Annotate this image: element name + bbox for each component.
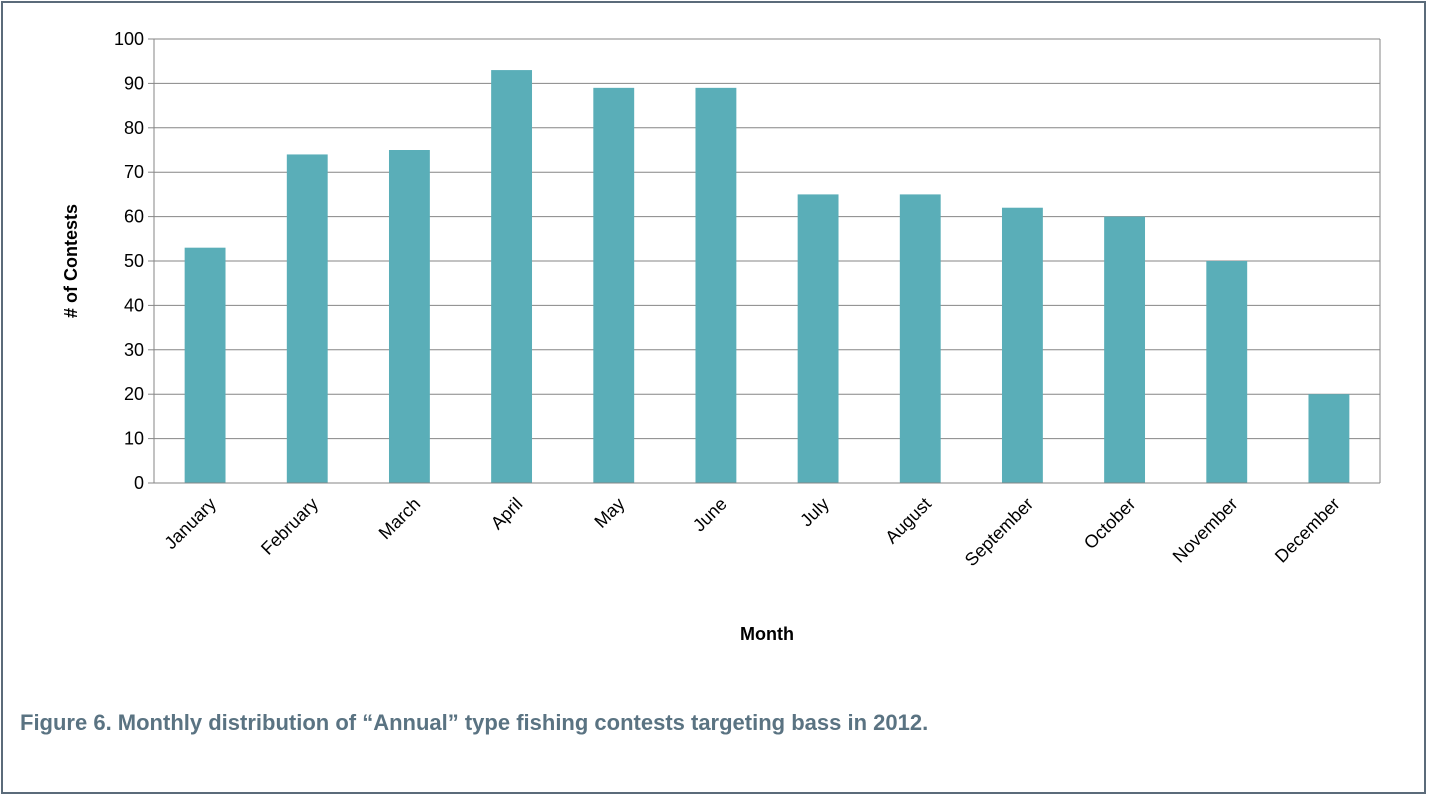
y-tick-label: 60 — [124, 207, 144, 227]
bar-march — [388, 150, 430, 483]
x-tick-label: June — [689, 494, 731, 536]
y-tick-label: 90 — [124, 73, 144, 93]
figure-caption: Figure 6. Monthly distribution of “Annua… — [20, 710, 929, 735]
bar-july — [797, 194, 839, 483]
bars — [184, 70, 1350, 483]
bar-december — [1308, 394, 1350, 483]
bar-august — [899, 194, 941, 483]
bar-april — [491, 70, 533, 483]
x-tick-label: December — [1271, 494, 1344, 567]
x-tick-label: October — [1080, 494, 1139, 553]
x-tick-label: November — [1169, 494, 1242, 567]
bar-january — [184, 247, 226, 483]
y-tick-labels: 0 10 20 30 40 50 60 70 80 90 100 — [114, 29, 144, 493]
bar-june — [695, 87, 737, 483]
x-tick-label: January — [160, 494, 219, 553]
y-tick-label: 80 — [124, 118, 144, 138]
x-axis-title: Month — [740, 624, 794, 644]
y-axis-title: # of Contests — [61, 204, 81, 318]
y-tick-label: 0 — [134, 473, 144, 493]
gridlines — [148, 38, 1381, 484]
x-tick-label: February — [257, 494, 322, 559]
x-tick-label: April — [487, 494, 527, 534]
bar-october — [1104, 216, 1146, 483]
x-tick-label: March — [375, 494, 425, 544]
x-tick-label: July — [796, 494, 833, 531]
bar-september — [1001, 207, 1043, 483]
y-tick-label: 70 — [124, 162, 144, 182]
x-tick-label: May — [590, 494, 628, 532]
bar-may — [593, 87, 635, 483]
x-tick-label: August — [881, 494, 935, 548]
y-tick-label: 30 — [124, 340, 144, 360]
bar-november — [1206, 261, 1248, 483]
y-tick-label: 100 — [114, 29, 144, 49]
x-tick-labels: January February March April May June July Augu… — [160, 494, 1343, 570]
bar-chart: 0 10 20 30 40 50 60 70 80 90 100 January February Ma… — [61, 29, 1381, 644]
y-tick-label: 20 — [124, 384, 144, 404]
bar-february — [286, 154, 328, 483]
x-tick-label: September — [961, 494, 1037, 570]
y-tick-label: 40 — [124, 295, 144, 315]
y-tick-label: 50 — [124, 251, 144, 271]
y-tick-label: 10 — [124, 429, 144, 449]
